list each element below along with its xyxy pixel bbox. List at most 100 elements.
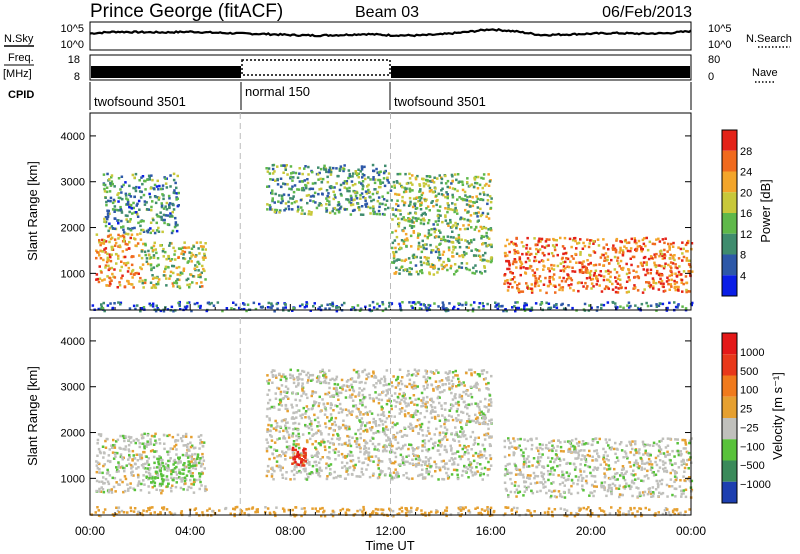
data-cell xyxy=(361,187,364,191)
data-cell xyxy=(377,379,380,382)
data-cell xyxy=(685,259,688,262)
data-cell xyxy=(187,246,191,249)
data-cell xyxy=(182,472,185,475)
data-cell xyxy=(461,255,465,259)
data-cell xyxy=(282,171,285,174)
data-cell xyxy=(686,458,689,462)
data-cell xyxy=(278,194,281,197)
data-cell xyxy=(410,225,414,228)
data-cell xyxy=(460,410,463,414)
data-cell xyxy=(113,476,117,480)
data-cell xyxy=(361,176,364,179)
data-cell xyxy=(448,371,451,375)
data-cell xyxy=(287,205,290,208)
data-cell xyxy=(166,465,170,468)
data-cell xyxy=(110,253,113,256)
data-cell xyxy=(157,278,161,281)
data-cell xyxy=(99,249,102,253)
data-cell xyxy=(314,440,317,443)
data-cell xyxy=(571,306,574,310)
data-cell xyxy=(147,468,151,472)
data-cell xyxy=(386,399,389,402)
data-cell xyxy=(357,206,361,209)
data-cell xyxy=(543,254,546,257)
data-cell xyxy=(284,451,288,454)
data-cell xyxy=(366,413,369,416)
data-cell xyxy=(177,204,180,207)
data-cell xyxy=(104,196,107,199)
data-cell xyxy=(377,178,380,182)
data-cell xyxy=(396,258,399,261)
data-cell xyxy=(266,203,269,206)
data-cell xyxy=(616,256,620,259)
data-cell xyxy=(445,307,448,310)
data-cell xyxy=(107,264,110,268)
data-cell xyxy=(192,480,196,483)
data-cell xyxy=(171,484,174,487)
data-cell xyxy=(446,202,449,205)
data-cell xyxy=(124,194,128,197)
data-cell xyxy=(272,427,276,430)
data-cell xyxy=(398,392,401,396)
data-cell xyxy=(345,182,349,185)
data-cell xyxy=(423,375,426,378)
data-cell xyxy=(466,406,469,410)
data-cell xyxy=(346,189,349,193)
data-cell xyxy=(119,434,122,438)
data-cell xyxy=(635,242,638,245)
data-cell xyxy=(670,242,673,246)
data-cell xyxy=(151,249,155,252)
data-cell xyxy=(453,462,456,466)
data-cell xyxy=(474,413,477,417)
data-cell xyxy=(446,210,449,214)
data-cell xyxy=(488,419,491,422)
data-cell xyxy=(335,182,338,185)
data-cell xyxy=(160,202,163,205)
data-cell xyxy=(325,170,328,174)
data-cell xyxy=(396,199,399,202)
data-cell xyxy=(416,418,420,422)
data-cell xyxy=(456,173,460,176)
data-cell xyxy=(123,285,127,288)
data-cell xyxy=(398,258,401,261)
data-cell xyxy=(288,373,292,376)
data-cell xyxy=(685,288,688,292)
data-cell xyxy=(293,465,297,469)
data-cell xyxy=(161,230,164,234)
data-cell xyxy=(483,266,486,269)
data-cell xyxy=(165,201,169,205)
data-cell xyxy=(398,182,402,186)
data-cell xyxy=(337,391,341,394)
data-cell xyxy=(162,255,165,258)
data-cell xyxy=(540,302,544,305)
data-cell xyxy=(490,421,493,425)
data-cell xyxy=(98,480,101,484)
data-cell xyxy=(547,267,550,270)
data-cell xyxy=(451,179,454,183)
data-cell xyxy=(514,242,517,246)
data-cell xyxy=(473,301,476,304)
data-cell xyxy=(390,381,393,384)
data-cell xyxy=(411,458,414,461)
data-cell xyxy=(412,373,415,376)
data-cell xyxy=(425,243,428,246)
data-cell xyxy=(486,423,490,426)
data-cell xyxy=(451,418,455,422)
data-cell xyxy=(510,240,513,244)
data-cell xyxy=(315,471,318,474)
data-cell xyxy=(168,203,171,207)
data-cell xyxy=(95,233,99,236)
data-cell xyxy=(469,469,473,472)
data-cell xyxy=(368,475,372,479)
data-cell xyxy=(391,421,395,425)
data-cell xyxy=(407,402,410,405)
data-cell xyxy=(450,240,453,244)
data-cell xyxy=(418,473,421,477)
data-cell xyxy=(104,240,108,243)
data-cell xyxy=(161,489,164,492)
data-cell xyxy=(667,242,670,246)
data-cell xyxy=(120,465,124,468)
data-cell xyxy=(590,443,594,447)
data-cell xyxy=(95,460,98,463)
data-cell xyxy=(347,176,350,180)
